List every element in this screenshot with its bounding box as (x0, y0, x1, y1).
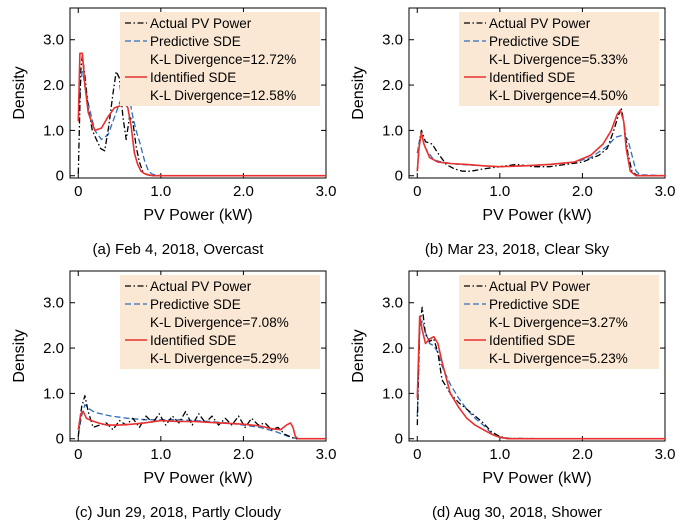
series-group (416, 107, 665, 177)
axes-frame (408, 7, 666, 179)
legend-entry: K-L Divergence=4.50% (489, 88, 628, 103)
x-tick-label: 1.0 (489, 183, 510, 200)
x-axis-label: PV Power (kW) (482, 470, 591, 487)
identified-sde-line (416, 109, 665, 177)
legend-entry: Identified SDE (150, 70, 236, 85)
legend-entry: Actual PV Power (150, 279, 252, 294)
x-tick-label: 0 (74, 446, 82, 463)
legend-entry: K-L Divergence=5.33% (489, 52, 628, 67)
x-tick-label: 3.0 (655, 183, 676, 200)
x-axis-label: PV Power (kW) (482, 207, 591, 224)
legend-background (120, 275, 320, 369)
y-tick-label: 1.0 (382, 122, 403, 139)
panel-caption: (c) Jun 29, 2018, Partly Cloudy (75, 504, 281, 521)
x-tick-label: 3.0 (316, 183, 337, 200)
legend-entry: Predictive SDE (489, 34, 580, 49)
legend: Actual PV Power Predictive SDE K-L Diverge… (459, 275, 659, 369)
legend-entry: Identified SDE (489, 70, 575, 85)
y-tick-label: 2.0 (43, 340, 64, 357)
panel-a: 0 1.0 2.0 3.0 0 1.0 2.0 3.0 Actual PV Power Predi… (11, 7, 337, 258)
identified-sde-line (77, 52, 326, 177)
y-tick-label: 1.0 (382, 385, 403, 402)
legend: Actual PV Power Predictive SDE K-L Diverge… (459, 12, 659, 106)
panel-caption: (d) Aug 30, 2018, Shower (432, 504, 602, 521)
legend-entry: Actual PV Power (489, 279, 591, 294)
x-tick-label: 0 (413, 183, 421, 200)
x-tick-label: 2.0 (233, 183, 254, 200)
legend-entry: K-L Divergence=12.58% (150, 88, 296, 103)
panel-caption: (b) Mar 23, 2018, Clear Sky (425, 241, 610, 258)
legend-entry: K-L Divergence=3.27% (489, 315, 628, 330)
plot-area: 0 1.0 2.0 3.0 0 1.0 2.0 3.0 Actual PV Power Predi… (43, 7, 337, 200)
legend-entry: Identified SDE (150, 333, 236, 348)
x-tick-label: 0 (413, 446, 421, 463)
plot-area: 0 1.0 2.0 3.0 0 1.0 2.0 3.0 Actual PV Power Predi… (43, 270, 337, 463)
legend-background (459, 12, 659, 106)
legend: Actual PV Power Predictive SDE K-L Diverge… (120, 12, 320, 106)
y-tick-label: 3.0 (43, 295, 64, 312)
axes-frame (69, 270, 327, 442)
identified-sde-line (77, 410, 326, 440)
y-tick-label: 0 (56, 431, 64, 448)
x-tick-label: 2.0 (572, 183, 593, 200)
panel-b: 0 1.0 2.0 3.0 0 1.0 2.0 3.0 Actual PV Power Predi… (350, 7, 676, 258)
axes-frame (408, 270, 666, 442)
y-axis-label: Density (350, 329, 367, 382)
legend: Actual PV Power Predictive SDE K-L Diverge… (120, 275, 320, 369)
axes-frame (69, 7, 327, 179)
y-axis-label: Density (11, 66, 28, 119)
x-tick-label: 1.0 (150, 183, 171, 200)
y-tick-label: 2.0 (382, 340, 403, 357)
legend-entry: K-L Divergence=5.29% (150, 351, 289, 366)
legend-entry: Identified SDE (489, 333, 575, 348)
actual-pv-power-line (77, 54, 326, 177)
legend-entry: Actual PV Power (150, 16, 252, 31)
actual-pv-power-line (77, 395, 326, 440)
x-tick-label: 3.0 (316, 446, 337, 463)
legend-background (120, 12, 320, 106)
x-axis-label: PV Power (kW) (143, 207, 252, 224)
y-tick-label: 1.0 (43, 122, 64, 139)
x-axis-label: PV Power (kW) (143, 470, 252, 487)
legend-entry: Predictive SDE (489, 297, 580, 312)
y-tick-label: 1.0 (43, 385, 64, 402)
legend-entry: Predictive SDE (150, 297, 241, 312)
panel-c: 0 1.0 2.0 3.0 0 1.0 2.0 3.0 Actual PV Power Predi… (11, 270, 337, 521)
x-tick-label: 2.0 (233, 446, 254, 463)
legend-entry: K-L Divergence=7.08% (150, 315, 289, 330)
panel-caption: (a) Feb 4, 2018, Overcast (93, 241, 265, 258)
plot-area: 0 1.0 2.0 3.0 0 1.0 2.0 3.0 Actual PV Power Predi… (382, 270, 676, 463)
plot-area: 0 1.0 2.0 3.0 0 1.0 2.0 3.0 Actual PV Power Predi… (382, 7, 676, 200)
y-axis-label: Density (350, 66, 367, 119)
y-tick-label: 2.0 (382, 77, 403, 94)
identified-sde-line (416, 315, 665, 440)
x-tick-label: 3.0 (655, 446, 676, 463)
y-tick-label: 0 (56, 168, 64, 185)
series-group (416, 306, 665, 440)
x-tick-label: 0 (74, 183, 82, 200)
legend-entry: Predictive SDE (150, 34, 241, 49)
legend-entry: Actual PV Power (489, 16, 591, 31)
legend-background (459, 275, 659, 369)
y-tick-label: 3.0 (382, 295, 403, 312)
y-tick-label: 0 (395, 168, 403, 185)
panel-d: 0 1.0 2.0 3.0 0 1.0 2.0 3.0 Actual PV Power Predi… (350, 270, 676, 521)
series-group (77, 395, 326, 440)
legend-entry: K-L Divergence=12.72% (150, 52, 296, 67)
legend-entry: K-L Divergence=5.23% (489, 351, 628, 366)
y-tick-label: 3.0 (43, 32, 64, 49)
x-tick-label: 2.0 (572, 446, 593, 463)
y-tick-label: 3.0 (382, 32, 403, 49)
x-tick-label: 1.0 (489, 446, 510, 463)
y-tick-label: 2.0 (43, 77, 64, 94)
y-axis-label: Density (11, 329, 28, 382)
x-tick-label: 1.0 (150, 446, 171, 463)
y-tick-label: 0 (395, 431, 403, 448)
